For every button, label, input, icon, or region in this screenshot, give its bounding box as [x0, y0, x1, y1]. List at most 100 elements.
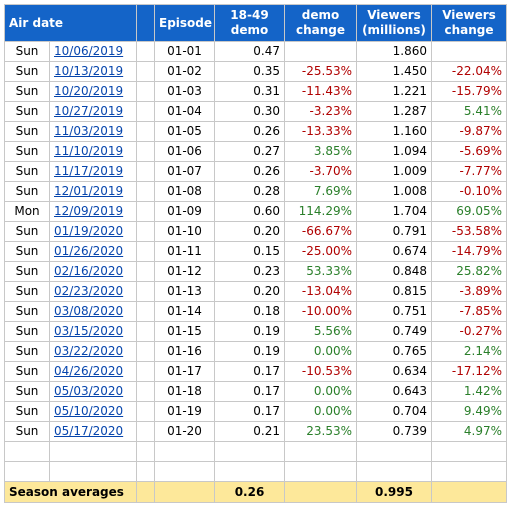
air-date-link[interactable]: 12/01/2019	[54, 184, 124, 198]
air-date-link[interactable]: 10/13/2019	[54, 64, 124, 78]
header-episode: Episode	[154, 4, 215, 42]
air-date-link[interactable]: 03/22/2020	[54, 344, 124, 358]
viewers-millions: 1.221	[356, 81, 432, 102]
spacer-cell	[136, 161, 155, 182]
air-date-link[interactable]: 05/17/2020	[54, 424, 124, 438]
viewers-millions: 1.860	[356, 41, 432, 62]
demo-rating: 0.20	[214, 281, 285, 302]
spacer-cell	[136, 401, 155, 422]
spacer-cell	[136, 81, 155, 102]
spacer-cell	[136, 181, 155, 202]
table-row: Sun 11/10/2019 01-06 0.27 3.85% 1.094 -5.69%	[4, 141, 507, 162]
demo-rating: 0.17	[214, 361, 285, 382]
viewers-millions: 0.751	[356, 301, 432, 322]
demo-rating: 0.47	[214, 41, 285, 62]
spacer-cell	[136, 41, 155, 62]
demo-rating: 0.35	[214, 61, 285, 82]
air-date-link[interactable]: 10/06/2019	[54, 44, 124, 58]
episode-number: 01-10	[154, 221, 215, 242]
air-date-link[interactable]: 01/19/2020	[54, 224, 124, 238]
viewers-millions: 0.765	[356, 341, 432, 362]
demo-rating: 0.31	[214, 81, 285, 102]
demo-change: -3.23%	[284, 101, 357, 122]
air-date-link[interactable]: 10/27/2019	[54, 104, 124, 118]
table-row: Sun 01/26/2020 01-11 0.15 -25.00% 0.674 -14.79…	[4, 241, 507, 262]
viewers-millions: 0.815	[356, 281, 432, 302]
episode-number: 01-11	[154, 241, 215, 262]
viewers-change: 2.14%	[431, 341, 507, 362]
table-row: Sun 10/06/2019 01-01 0.47 1.860	[4, 41, 507, 62]
demo-change: 0.00%	[284, 381, 357, 402]
header-viewers: Viewers (millions)	[356, 4, 432, 42]
demo-rating: 0.15	[214, 241, 285, 262]
air-date-link[interactable]: 11/10/2019	[54, 144, 124, 158]
air-day: Mon	[4, 201, 50, 222]
air-day: Sun	[4, 221, 50, 242]
season-average-viewers: 0.995	[356, 481, 432, 503]
episode-number: 01-19	[154, 401, 215, 422]
table-row: Sun 11/03/2019 01-05 0.26 -13.33% 1.160 -9.87%	[4, 121, 507, 142]
demo-rating: 0.23	[214, 261, 285, 282]
viewers-millions: 0.643	[356, 381, 432, 402]
viewers-change: -14.79%	[431, 241, 507, 262]
air-date-link[interactable]: 11/17/2019	[54, 164, 124, 178]
air-date-link[interactable]: 10/20/2019	[54, 84, 124, 98]
air-date-link[interactable]: 01/26/2020	[54, 244, 124, 258]
demo-change: -11.43%	[284, 81, 357, 102]
blank-row	[4, 441, 507, 462]
air-date-link[interactable]: 11/03/2019	[54, 124, 124, 138]
viewers-millions: 1.287	[356, 101, 432, 122]
air-day: Sun	[4, 361, 50, 382]
header-air-date: Air date	[4, 4, 137, 42]
demo-rating: 0.19	[214, 321, 285, 342]
air-date-link[interactable]: 05/03/2020	[54, 384, 124, 398]
demo-change: -66.67%	[284, 221, 357, 242]
spacer-cell	[136, 261, 155, 282]
air-date-link[interactable]: 05/10/2020	[54, 404, 124, 418]
episode-number: 01-20	[154, 421, 215, 442]
blank-row	[4, 461, 507, 482]
air-day: Sun	[4, 101, 50, 122]
air-day: Sun	[4, 341, 50, 362]
spacer-cell	[136, 361, 155, 382]
viewers-change: 4.97%	[431, 421, 507, 442]
episode-number: 01-13	[154, 281, 215, 302]
season-average-demo: 0.26	[214, 481, 285, 503]
header-demo-change: demo change	[284, 4, 357, 42]
air-date-link[interactable]: 04/26/2020	[54, 364, 124, 378]
viewers-millions: 0.848	[356, 261, 432, 282]
viewers-change: -7.77%	[431, 161, 507, 182]
demo-change: 53.33%	[284, 261, 357, 282]
viewers-millions: 0.739	[356, 421, 432, 442]
table-row: Sun 05/17/2020 01-20 0.21 23.53% 0.739 4.97%	[4, 421, 507, 442]
air-day: Sun	[4, 421, 50, 442]
viewers-millions: 1.008	[356, 181, 432, 202]
episode-number: 01-02	[154, 61, 215, 82]
header-demo: 18-49 demo	[214, 4, 285, 42]
demo-rating: 0.30	[214, 101, 285, 122]
viewers-change: 9.49%	[431, 401, 507, 422]
air-date-link[interactable]: 02/16/2020	[54, 264, 124, 278]
ratings-table: Air date Episode 18-49 demo demo change Vi…	[4, 4, 507, 503]
viewers-millions: 1.160	[356, 121, 432, 142]
air-date-link[interactable]: 03/15/2020	[54, 324, 124, 338]
table-row: Sun 10/13/2019 01-02 0.35 -25.53% 1.450 -22.04…	[4, 61, 507, 82]
viewers-millions: 1.450	[356, 61, 432, 82]
demo-change	[284, 41, 357, 62]
spacer-cell	[136, 221, 155, 242]
demo-rating: 0.21	[214, 421, 285, 442]
air-date-link[interactable]: 02/23/2020	[54, 284, 124, 298]
air-date-link[interactable]: 03/08/2020	[54, 304, 124, 318]
air-day: Sun	[4, 161, 50, 182]
demo-change: -25.00%	[284, 241, 357, 262]
demo-change: -13.33%	[284, 121, 357, 142]
air-day: Sun	[4, 301, 50, 322]
episode-number: 01-07	[154, 161, 215, 182]
viewers-millions: 0.634	[356, 361, 432, 382]
viewers-change: -53.58%	[431, 221, 507, 242]
demo-rating: 0.27	[214, 141, 285, 162]
episode-number: 01-08	[154, 181, 215, 202]
air-date-link[interactable]: 12/09/2019	[54, 204, 124, 218]
demo-rating: 0.20	[214, 221, 285, 242]
table-row: Sun 04/26/2020 01-17 0.17 -10.53% 0.634 -17.12…	[4, 361, 507, 382]
